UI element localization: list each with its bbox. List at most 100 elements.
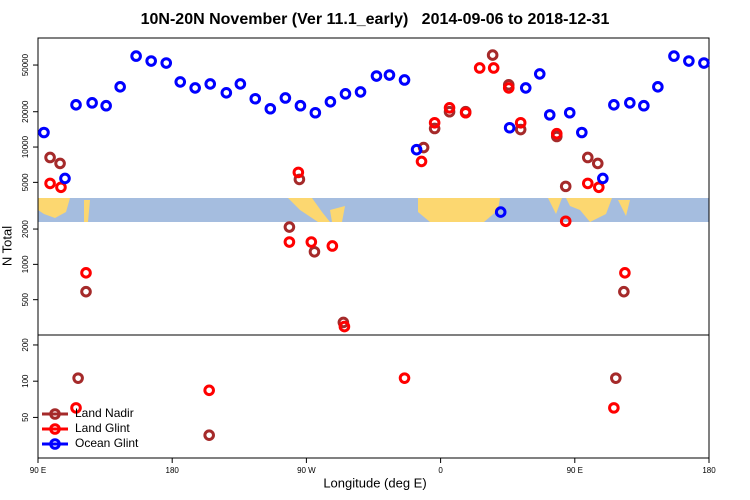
point [145, 55, 157, 67]
point [354, 86, 367, 98]
point [502, 82, 515, 94]
point [70, 402, 82, 414]
x-axis-label: Longitude (deg E) [323, 475, 426, 490]
point [204, 78, 217, 90]
legend-label: Land Glint [75, 421, 130, 435]
y-tick-label: 500 [21, 292, 30, 306]
point [581, 177, 594, 190]
point [234, 78, 247, 90]
y-tick-label: 5000 [21, 173, 30, 191]
point [70, 99, 82, 111]
point [591, 157, 604, 170]
legend-label: Ocean Glint [75, 436, 139, 450]
x-tick-label: 90 E [567, 466, 583, 475]
point [326, 240, 339, 252]
point [683, 55, 695, 67]
point [698, 57, 710, 69]
point [44, 151, 56, 164]
point [443, 102, 456, 114]
point [80, 267, 92, 279]
point [559, 180, 572, 193]
point [593, 181, 605, 194]
point [292, 166, 305, 179]
point [398, 74, 411, 86]
x-tick-label: 90 E [30, 466, 46, 475]
point [203, 384, 215, 397]
point [80, 285, 92, 298]
point [249, 92, 262, 105]
point [264, 102, 277, 115]
point [581, 151, 594, 164]
point [514, 123, 527, 136]
point [519, 82, 532, 94]
point [415, 155, 428, 168]
point [608, 99, 620, 111]
y-tick-label: 10000 [21, 135, 30, 158]
legend-label: Land Nadir [75, 406, 134, 420]
legend-marker [49, 438, 61, 450]
chart-title: 10N-20N November (Ver 11.1_early) 2014-0… [141, 11, 610, 28]
point [473, 62, 486, 74]
point [383, 69, 396, 81]
point [514, 116, 527, 129]
x-tick-label: 180 [166, 466, 180, 475]
point [55, 181, 67, 194]
point [338, 320, 351, 333]
point [38, 126, 50, 139]
x-tick-label: 90 W [297, 466, 316, 475]
x-tick-label: 0 [438, 466, 443, 475]
point [339, 88, 352, 100]
plot-frame [37, 334, 710, 459]
point [550, 127, 563, 140]
point [652, 81, 664, 93]
point [410, 143, 423, 156]
y-tick-label: 50 [21, 412, 30, 421]
point [668, 50, 680, 62]
point [100, 99, 112, 112]
point [610, 372, 622, 384]
y-tick-label: 50000 [21, 53, 30, 76]
point [619, 267, 631, 279]
point [443, 105, 456, 118]
y-tick-label: 200 [21, 338, 30, 352]
point [72, 372, 84, 384]
point [189, 82, 201, 94]
point [160, 57, 173, 69]
y-axis-label: N Total [0, 226, 14, 266]
point [576, 126, 588, 139]
point [608, 402, 620, 414]
point [543, 109, 556, 121]
point [624, 97, 636, 109]
point [283, 236, 296, 248]
legend-marker [49, 408, 61, 420]
y-tick-label: 1000 [21, 255, 30, 273]
point [597, 172, 609, 185]
point [398, 372, 411, 384]
point [487, 62, 500, 74]
point [294, 99, 307, 112]
y-tick-label: 20000 [21, 100, 30, 123]
point [309, 106, 322, 119]
y-tick-label: 100 [21, 374, 30, 388]
point [324, 96, 337, 108]
point [486, 49, 499, 61]
point [220, 86, 233, 99]
point [428, 116, 441, 129]
point [279, 92, 292, 104]
point [459, 106, 472, 119]
point [618, 285, 630, 298]
point [638, 99, 650, 112]
point [563, 106, 576, 119]
point [54, 157, 66, 170]
map-strip [38, 198, 709, 222]
point [533, 68, 546, 80]
point [370, 70, 383, 82]
point [428, 122, 441, 135]
point [305, 236, 318, 248]
point [86, 97, 98, 109]
point [44, 177, 56, 190]
point [130, 50, 142, 62]
y-tick-label: 2000 [21, 220, 30, 238]
point [114, 81, 126, 93]
